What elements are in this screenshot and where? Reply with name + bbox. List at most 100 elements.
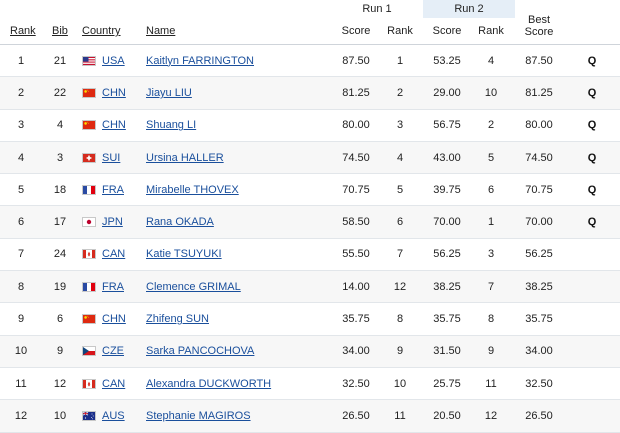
athlete-name-link[interactable]: Shuang LI [146, 119, 197, 132]
name-column-header[interactable]: Name [146, 25, 176, 37]
country-cell: SUI [82, 142, 142, 173]
country-link[interactable]: CHN [102, 86, 126, 99]
rank-cell: 8 [17, 280, 25, 293]
run2-rank-cell: 2 [487, 119, 495, 132]
athlete-name-link[interactable]: Sarka PANCOCHOVA [146, 345, 255, 358]
run1-score-cell: 80.00 [342, 119, 370, 132]
bib-cell: 6 [56, 313, 64, 326]
athlete-name-cell: Jiayu LIU [146, 77, 326, 108]
run1-score-cell: 32.50 [342, 377, 370, 390]
athlete-name-link[interactable]: Clemence GRIMAL [146, 280, 241, 293]
run1-rank-cell: 1 [396, 54, 404, 67]
run2-rank-cell: 12 [484, 409, 498, 422]
athlete-name-link[interactable]: Rana OKADA [146, 216, 214, 229]
run1-group-header: Run 1 [362, 3, 392, 15]
athlete-name-link[interactable]: Alexandra DUCKWORTH [146, 377, 272, 390]
country-cell: CHN [82, 303, 142, 334]
run2-score-cell: 29.00 [433, 86, 461, 99]
table-row: 9 6 CHN Zhifeng SUN 35.75 8 35.75 8 35.7… [0, 303, 620, 336]
rank-cell: 5 [17, 183, 25, 196]
country-link[interactable]: CZE [102, 345, 124, 358]
run1-score-cell: 74.50 [342, 151, 370, 164]
qualified-badge [584, 303, 600, 334]
bib-column-header[interactable]: Bib [52, 25, 68, 37]
country-column-header[interactable]: Country [82, 25, 121, 37]
run2-score-cell: 31.50 [433, 345, 461, 358]
run1-rank-cell: 2 [396, 86, 404, 99]
country-cell: CHN [82, 77, 142, 108]
athlete-name-link[interactable]: Katie TSUYUKI [146, 248, 222, 261]
run2-rank-cell: 5 [487, 151, 495, 164]
run1-rank-cell: 12 [393, 280, 407, 293]
run1-rank-cell: 4 [396, 151, 404, 164]
bib-cell: 3 [56, 151, 64, 164]
qualified-badge [584, 271, 600, 302]
table-row: 6 17 JPN Rana OKADA 58.50 6 70.00 1 70.0… [0, 206, 620, 239]
country-link[interactable]: CHN [102, 313, 126, 326]
table-row: 12 10 AUS Stephanie MAGIROS 26.50 11 20.… [0, 400, 620, 433]
run2-rank-cell: 11 [485, 377, 497, 390]
athlete-name-link[interactable]: Kaitlyn FARRINGTON [146, 54, 254, 67]
run1-rank-cell: 7 [396, 248, 404, 261]
best-score-cell: 38.25 [525, 280, 553, 293]
country-cell: FRA [82, 271, 142, 302]
usa-flag-icon [82, 55, 96, 66]
athlete-name-link[interactable]: Mirabelle THOVEX [146, 183, 239, 196]
run2-rank-cell: 3 [487, 248, 495, 261]
france-flag-icon [82, 184, 96, 195]
run2-rank-cell: 10 [484, 86, 498, 99]
table-row: 2 22 CHN Jiayu LIU 81.25 2 29.00 10 81.2… [0, 77, 620, 110]
run1-score-cell: 14.00 [342, 280, 370, 293]
run2-rank-cell: 9 [487, 345, 495, 358]
run2-score-cell: 25.75 [433, 377, 461, 390]
table-row: 7 24 CAN Katie TSUYUKI 55.50 7 56.25 3 5… [0, 239, 620, 272]
athlete-name-cell: Zhifeng SUN [146, 303, 326, 334]
best-score-cell: 34.00 [525, 345, 553, 358]
athlete-name-cell: Ursina HALLER [146, 142, 326, 173]
qualified-badge: Q [587, 183, 597, 196]
table-row: 4 3 SUI Ursina HALLER 74.50 4 43.00 5 74… [0, 141, 620, 175]
run2-score-cell: 38.25 [433, 280, 461, 293]
athlete-name-link[interactable]: Ursina HALLER [146, 151, 224, 164]
athlete-name-link[interactable]: Stephanie MAGIROS [146, 409, 251, 422]
country-link[interactable]: FRA [102, 183, 124, 196]
run1-rank-cell: 9 [396, 345, 404, 358]
country-link[interactable]: SUI [102, 151, 121, 164]
run2-rank-cell: 1 [487, 216, 495, 229]
run2-rank-cell: 6 [487, 183, 495, 196]
country-link[interactable]: FRA [102, 280, 124, 293]
bib-cell: 10 [53, 409, 67, 422]
country-link[interactable]: CAN [102, 377, 126, 390]
run2-score-cell: 56.75 [433, 119, 461, 132]
athlete-name-link[interactable]: Jiayu LIU [146, 86, 192, 99]
switzerland-flag-icon [82, 152, 96, 163]
bib-cell: 18 [53, 183, 67, 196]
run2-score-cell: 70.00 [433, 216, 461, 229]
country-link[interactable]: USA [102, 54, 125, 67]
best-score-cell: 81.25 [525, 86, 553, 99]
athlete-name-link[interactable]: Zhifeng SUN [146, 313, 209, 326]
table-row: 1 21 USA Kaitlyn FARRINGTON 87.50 1 53.2… [0, 45, 620, 78]
country-cell: AUS [82, 400, 142, 431]
run2-score-cell: 56.25 [433, 248, 461, 261]
run2-score-cell: 35.75 [433, 313, 461, 326]
country-cell: FRA [82, 174, 142, 205]
bib-cell: 4 [56, 119, 64, 132]
table-row: 5 18 FRA Mirabelle THOVEX 70.75 5 39.75 … [0, 174, 620, 207]
athlete-name-cell: Rana OKADA [146, 206, 326, 237]
rank-cell: 12 [14, 409, 28, 422]
rank-column-header[interactable]: Rank [10, 25, 36, 37]
country-link[interactable]: CHN [102, 119, 126, 132]
run2-score-cell: 43.00 [433, 151, 461, 164]
best-score-cell: 26.50 [525, 409, 553, 422]
country-link[interactable]: JPN [102, 216, 123, 229]
qualified-badge [584, 336, 600, 367]
country-link[interactable]: CAN [102, 248, 126, 261]
country-link[interactable]: AUS [102, 409, 125, 422]
canada-flag-icon [82, 249, 96, 260]
best-header-line2: Score [524, 26, 554, 38]
athlete-name-cell: Mirabelle THOVEX [146, 174, 326, 205]
best-header-line1: Best [527, 14, 550, 26]
bib-cell: 17 [53, 216, 67, 229]
athlete-name-cell: Kaitlyn FARRINGTON [146, 45, 326, 76]
